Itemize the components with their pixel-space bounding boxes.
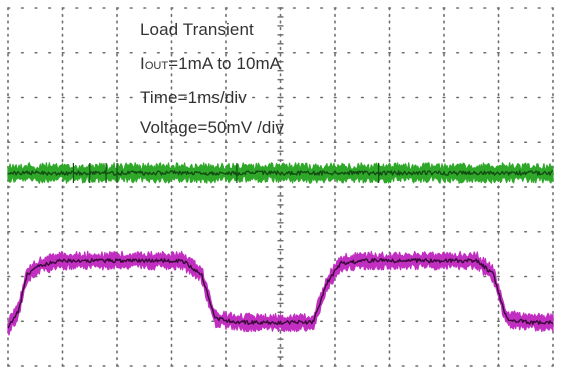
annotation-iout: IOUT=1mA to 10mA [140, 54, 281, 76]
annotation-iout-text: =1mA to 10mA [168, 54, 282, 73]
trace-magenta-band [7, 250, 554, 336]
annotation-time-div: Time=1ms/div [140, 88, 247, 107]
trace-magenta-line [7, 258, 554, 329]
chart-title: Load Transient [140, 20, 254, 39]
annotation-iout-subscript: OUT [144, 60, 169, 72]
annotation-voltage-div: Voltage=50mV /div [140, 118, 284, 137]
annotation-iout-prefix: I [140, 54, 145, 73]
trace-group [7, 162, 554, 336]
trace-green-line [7, 170, 554, 176]
